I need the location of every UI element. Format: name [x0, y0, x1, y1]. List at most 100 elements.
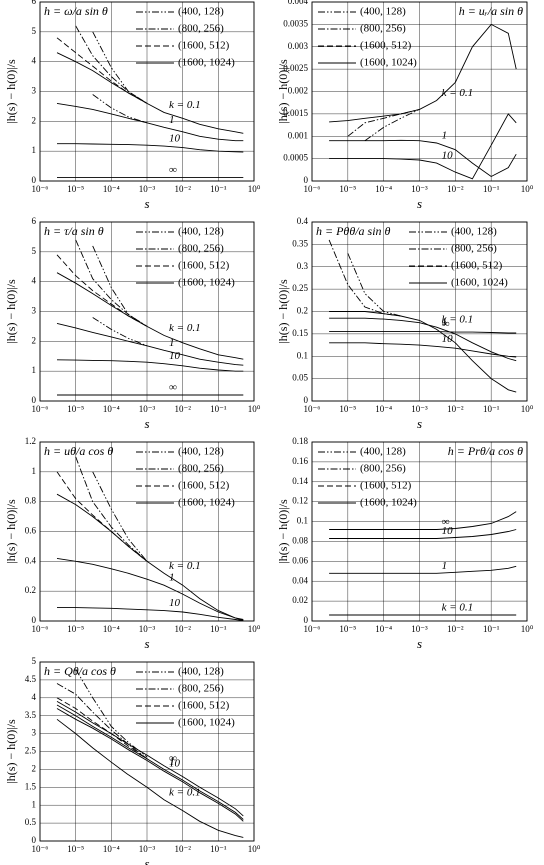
x-tick-label: 10⁻⁶	[32, 624, 49, 634]
x-tick-label: 10⁰	[521, 624, 534, 634]
legend-label: (800, 256)	[178, 683, 224, 695]
y-tick-label: 0.0025	[283, 63, 308, 73]
x-tick-label: 10⁻⁵	[67, 404, 84, 414]
curve	[329, 311, 517, 393]
curve	[56, 701, 244, 817]
curve	[329, 113, 517, 180]
x-tick-label: 10⁻²	[174, 624, 191, 634]
legend-label: (400, 128)	[451, 226, 497, 238]
x-tick-label: 10⁻⁵	[339, 184, 356, 194]
x-tick-label: 10⁻³	[411, 184, 428, 194]
legend-label: (1600, 512)	[360, 480, 412, 492]
panel: 0 1 2 3 4 5 6 10⁻⁶ 10⁻⁵ 10⁻⁴ 10⁻³ 10⁻² 10⁻¹ 10⁰ s |h(s)…	[4, 216, 261, 431]
y-tick-label: 1.5	[25, 781, 37, 791]
y-axis-label: |h(s) − h(0)|/s	[4, 719, 18, 784]
y-tick-label: 0.004	[288, 0, 309, 6]
curve-label: 1	[169, 572, 175, 584]
x-tick-label: 10⁻⁶	[304, 184, 321, 194]
curve-label: ∞	[442, 318, 450, 330]
curve	[56, 254, 148, 327]
x-tick-label: 10⁻¹	[210, 844, 227, 854]
y-tick-label: 6	[32, 216, 37, 226]
y-axis-label: |h(s) − h(0)|/s	[4, 499, 18, 564]
panel-title: h = τ/a sin θ	[44, 224, 104, 238]
curve	[75, 456, 148, 562]
y-tick-label: 0	[32, 835, 37, 845]
curve-label: k = 0.1	[169, 786, 201, 798]
x-tick-label: 10⁰	[248, 404, 261, 414]
y-tick-label: 5	[32, 656, 37, 666]
curve	[56, 102, 244, 142]
y-axis-label: |h(s) − h(0)|/s	[4, 279, 18, 344]
y-tick-label: 6	[32, 0, 37, 6]
x-tick-label: 10⁻³	[139, 844, 156, 854]
y-tick-label: 0.08	[292, 536, 308, 546]
x-tick-label: 10⁰	[521, 184, 534, 194]
y-tick-label: 0.4	[25, 555, 37, 565]
x-tick-label: 10⁻¹	[210, 184, 227, 194]
legend-label: (1600, 512)	[360, 40, 412, 52]
legend-label: (1600, 512)	[451, 260, 503, 272]
y-tick-label: 1	[32, 799, 37, 809]
legend-label: (1600, 1024)	[178, 57, 235, 69]
curve-label: ∞	[169, 164, 177, 176]
curve	[56, 493, 244, 620]
y-tick-label: 2.5	[25, 746, 37, 756]
curve	[57, 607, 244, 622]
plot-frame	[39, 441, 255, 622]
y-tick-label: 0.15	[292, 328, 308, 338]
y-tick-label: 5	[32, 26, 37, 36]
panel: 0 0.2 0.4 0.6 0.8 1 1.2 10⁻⁶ 10⁻⁵ 10⁻⁴ 10⁻³ 10⁻² 10⁻…	[4, 436, 261, 651]
panel: 0 1 2 3 4 5 6 10⁻⁶ 10⁻⁵ 10⁻⁴ 10⁻³ 10⁻² 10⁻¹ 10⁰ s |h(s)…	[4, 0, 261, 211]
y-tick-label: 1	[32, 145, 37, 155]
curve	[56, 52, 244, 134]
panel-title: h = Pθθ/a sin θ	[316, 224, 391, 238]
y-tick-label: 4.5	[25, 674, 37, 684]
curve	[57, 143, 244, 153]
y-tick-label: 0.003	[288, 41, 309, 51]
curve	[364, 108, 420, 142]
legend-label: (1600, 1024)	[451, 277, 508, 289]
curve-label: 1	[442, 316, 448, 328]
x-tick-label: 10⁻²	[447, 624, 464, 634]
plot-frame	[39, 221, 255, 402]
y-tick-label: 0.25	[292, 283, 308, 293]
curve-label: ∞	[442, 516, 450, 528]
curve	[328, 239, 401, 317]
y-tick-label: 4	[32, 692, 37, 702]
legend-label: (1600, 1024)	[360, 497, 417, 509]
curve	[56, 683, 148, 760]
y-tick-label: 0.06	[292, 555, 308, 565]
curve-label: 1	[442, 129, 448, 141]
curve	[92, 471, 148, 562]
x-tick-label: 10⁻⁵	[67, 624, 84, 634]
legend-label: (1600, 1024)	[178, 717, 235, 729]
x-tick-label: 10⁰	[248, 184, 261, 194]
y-tick-label: 0.16	[292, 456, 308, 466]
legend-label: (800, 256)	[178, 23, 224, 35]
panel-title: h = uθ/a cos θ	[44, 444, 113, 458]
y-tick-label: 0.18	[292, 436, 308, 446]
x-tick-label: 10⁻²	[447, 184, 464, 194]
legend-label: (1600, 512)	[178, 260, 230, 272]
y-tick-label: 0.1	[297, 516, 308, 526]
y-tick-label: 2	[32, 335, 37, 345]
legend-label: (400, 128)	[178, 6, 224, 18]
y-tick-label: 0.0015	[283, 108, 308, 118]
x-tick-label: 10⁻⁵	[339, 404, 356, 414]
legend-label: (800, 256)	[178, 463, 224, 475]
legend-label: (1600, 512)	[178, 700, 230, 712]
x-tick-label: 10⁻⁶	[304, 404, 321, 414]
x-axis-label: s	[144, 196, 149, 211]
y-tick-label: 0	[32, 395, 37, 405]
x-tick-label: 10⁻³	[139, 624, 156, 634]
curve	[329, 529, 517, 539]
curve	[92, 317, 148, 347]
x-axis-label: s	[417, 636, 422, 651]
legend-label: (1600, 512)	[178, 480, 230, 492]
curve-label: 10	[442, 525, 454, 537]
curve	[92, 245, 148, 327]
x-tick-label: 10⁻³	[139, 184, 156, 194]
y-tick-label: 0.05	[292, 373, 308, 383]
